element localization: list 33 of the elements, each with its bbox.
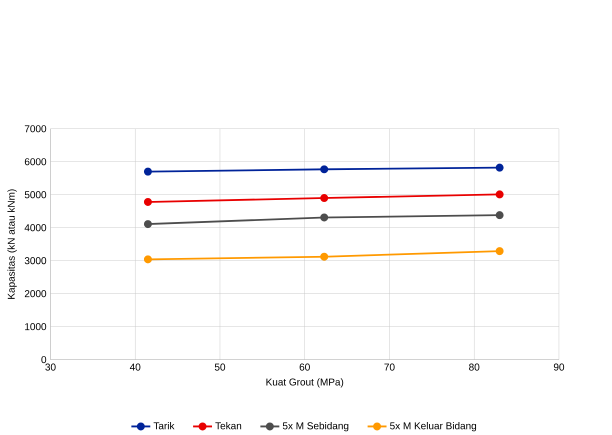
point [320,213,328,222]
x-tick-label: 50 [214,363,226,370]
point [496,211,504,220]
y-tick-label: 7000 [24,125,46,132]
point [144,255,152,264]
y-tick-label: 5000 [24,191,46,198]
point [320,165,328,174]
y-tick-label: 3000 [24,256,46,264]
x-tick-label: 30 [45,363,56,370]
point [144,220,152,228]
point [320,194,328,202]
x-tick-label: 90 [554,363,564,370]
x-tick-label: 80 [469,363,480,370]
y-tick-label: 0 [41,356,46,364]
point [144,198,152,206]
y-tick-label: 1000 [25,322,46,330]
x-axis-title: Kuat Grout (MPa) [266,378,344,388]
point [496,164,504,172]
x-tick-label: 60 [300,363,310,370]
point [496,190,504,198]
x-tick-label: 40 [130,363,140,370]
y-tick-label: 4000 [24,224,46,232]
point [320,252,328,261]
y-tick-label: 2000 [24,290,46,298]
y-axis-title: Kapasitas (kN atau kNm) [7,189,17,299]
y-tick-label: 6000 [24,158,46,166]
legend-label: Tekan [215,422,242,430]
legend-label: 5x M Keluar Bidang [390,422,476,432]
x-tick-label: 70 [384,363,395,370]
point [496,246,504,255]
point [144,167,152,176]
legend-label: Tarik [154,422,174,430]
legend-label: 5x M Sebidang [282,422,348,432]
